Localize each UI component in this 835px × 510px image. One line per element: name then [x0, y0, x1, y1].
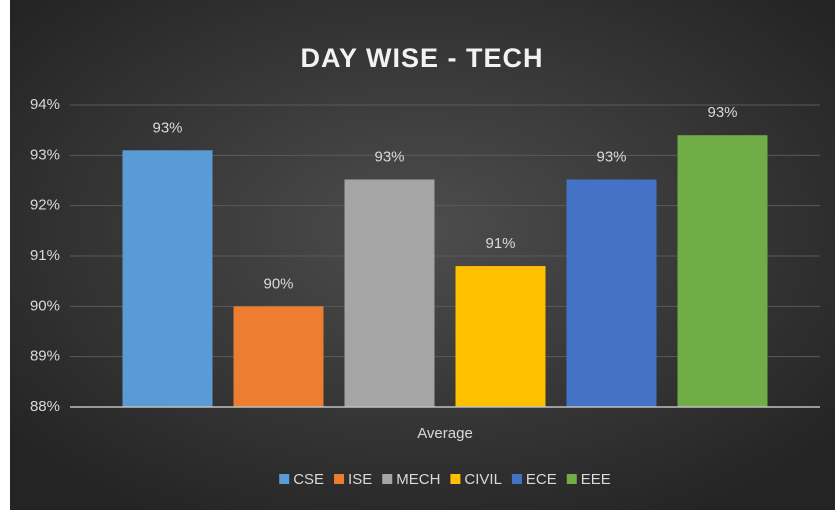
legend-swatch — [566, 474, 577, 484]
y-tick-label: 91% — [30, 247, 60, 264]
bar — [344, 179, 435, 407]
data-label: 93% — [152, 119, 182, 136]
legend-swatch — [279, 474, 290, 484]
legend-label: ECE — [526, 471, 557, 488]
data-label: 93% — [707, 104, 737, 121]
bar — [233, 306, 324, 407]
data-label: 90% — [263, 275, 293, 292]
legend-label: MECH — [396, 471, 440, 488]
y-tick-label: 89% — [30, 348, 60, 365]
data-label: 91% — [485, 235, 515, 252]
y-tick-label: 88% — [30, 398, 60, 415]
bar — [566, 179, 657, 407]
y-tick-label: 90% — [30, 297, 60, 314]
chart-title: DAY WISE - TECH — [300, 43, 543, 73]
legend-label: ISE — [348, 471, 372, 488]
legend-swatch — [450, 474, 461, 484]
bar — [122, 150, 213, 408]
legend-swatch — [511, 474, 522, 484]
y-tick-label: 94% — [30, 96, 60, 113]
bar — [455, 266, 546, 407]
y-tick-label: 92% — [30, 197, 60, 214]
y-tick-label: 93% — [30, 146, 60, 163]
legend-label: EEE — [581, 471, 611, 488]
legend-swatch — [382, 474, 393, 484]
legend-label: CIVIL — [464, 471, 502, 488]
data-label: 93% — [374, 148, 404, 165]
data-label: 93% — [596, 148, 626, 165]
x-tick-label: Average — [417, 425, 473, 442]
legend-label: CSE — [293, 471, 324, 488]
legend-swatch — [334, 474, 345, 484]
bar — [677, 135, 768, 407]
